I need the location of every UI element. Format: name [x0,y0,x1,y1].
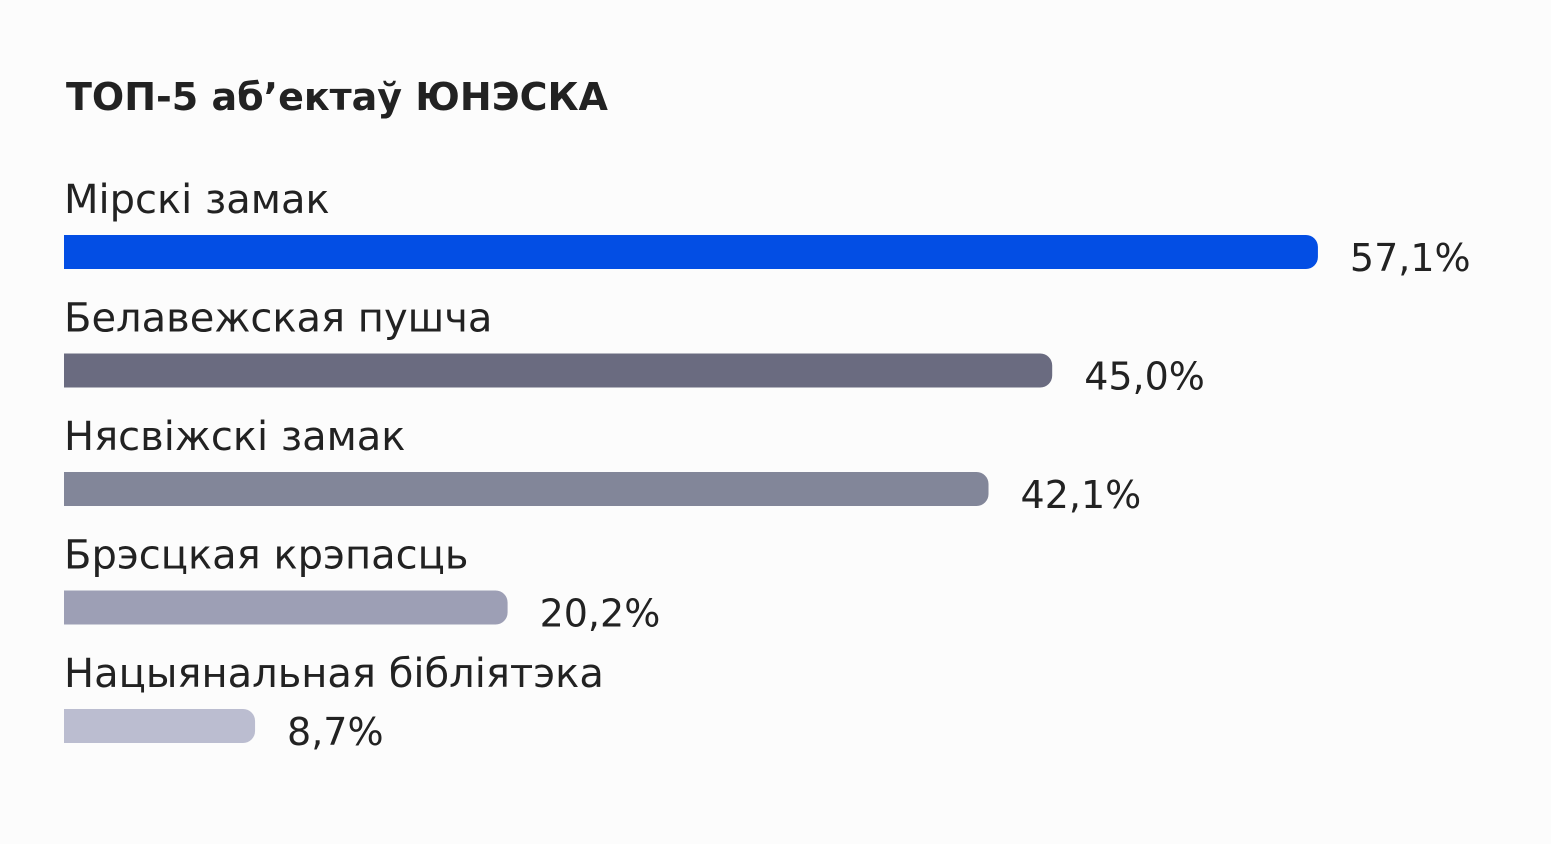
value-label: 57,1% [1350,236,1471,280]
category-label: Нацыянальная бібліятэка [64,651,604,697]
category-label: Нясвіжскі замак [64,414,405,460]
bar [64,590,508,625]
value-label: 42,1% [1021,473,1142,517]
value-label: 45,0% [1084,355,1205,399]
category-label: Мірскі замак [64,177,330,223]
bar [64,353,1053,388]
bar [64,235,1318,269]
chart-title: ТОП-5 аб’ектаў ЮНЭСКА [66,75,609,119]
bar [64,472,989,506]
category-label: Брэсцкая крэпасць [64,533,468,579]
value-label: 20,2% [540,592,661,636]
value-label: 8,7% [287,710,384,754]
bar [64,709,256,743]
category-label: Белавежская пушча [64,296,492,342]
